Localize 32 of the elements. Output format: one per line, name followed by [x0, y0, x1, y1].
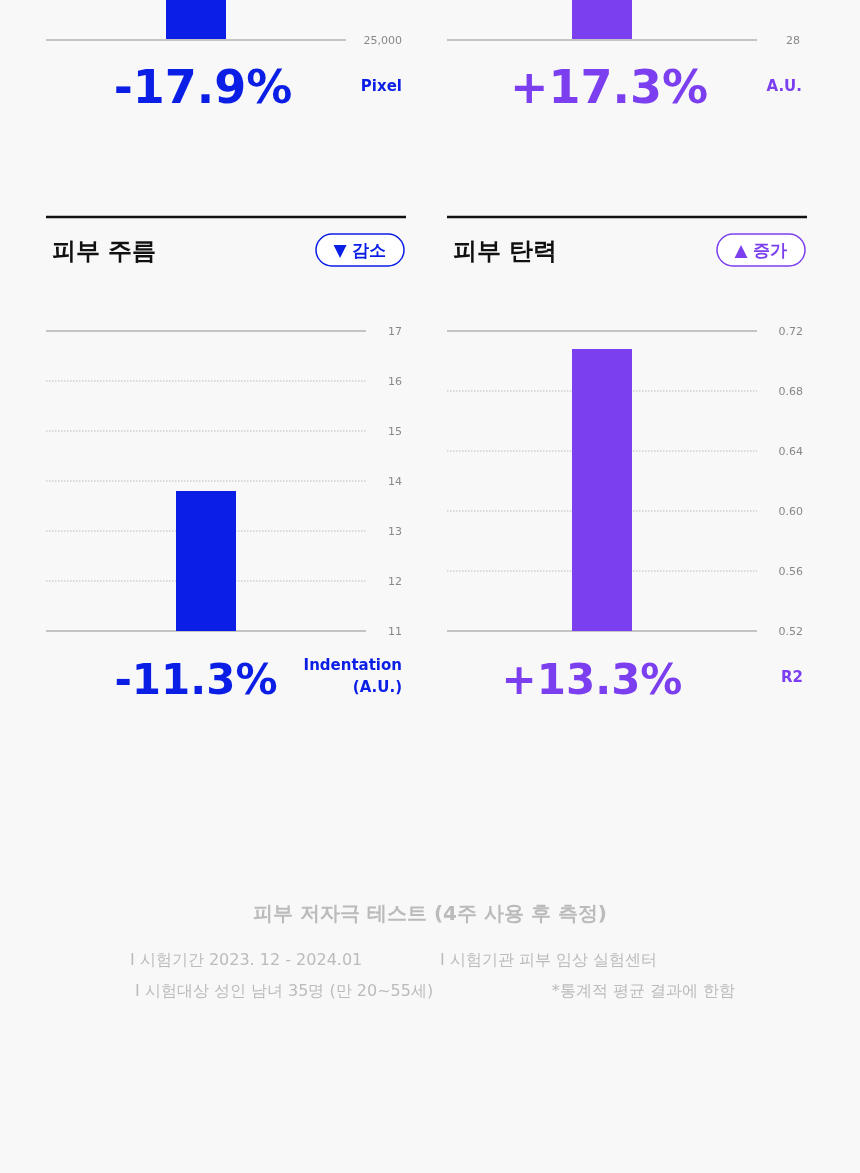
y-tick-label: 11 [388, 625, 402, 638]
y-tick-label: 0.64 [778, 445, 803, 458]
y-tick-label: 0.68 [778, 385, 803, 398]
chart-title: 피부 주름 [52, 237, 157, 265]
text: I 시험기관 피부 임상 실험센터 [440, 950, 658, 969]
text: I 시험대상 성인 남녀 35명 (만 20~55세) [135, 981, 434, 1000]
text: +17.3% [509, 60, 709, 114]
y-tick-label: 17 [388, 325, 402, 338]
y-tick-label: 0.60 [778, 505, 803, 518]
text: 피부 저자극 테스트 (4주 사용 후 측정) [253, 901, 607, 925]
text: I 시험기간 2023. 12 - 2024.01 [130, 950, 363, 969]
text: Indentation (A.U.) [303, 656, 402, 696]
text: Pixel [360, 77, 402, 95]
chart-title: 피부 탄력 [453, 237, 558, 265]
y-tick-label: 0.56 [778, 565, 803, 578]
text: +13.3% [501, 655, 683, 704]
text: -17.9% [113, 60, 293, 114]
text: A.U. [766, 77, 802, 95]
y-tick-label: 15 [388, 425, 402, 438]
text: -11.3% [114, 655, 278, 704]
y-tick-label: 0.52 [778, 625, 803, 638]
chart-subtitle: ▼ 감소 [333, 240, 387, 260]
text: 28 [786, 34, 800, 47]
chart-subtitle: ▲ 증가 [734, 240, 788, 260]
text: R2 [781, 668, 803, 686]
y-tick-label: 12 [388, 575, 402, 588]
y-tick-label: 14 [388, 475, 402, 488]
y-tick-label: 16 [388, 375, 402, 388]
text: *통계적 평균 결과에 한함 [551, 981, 735, 1000]
text: 25,000 [363, 34, 402, 47]
y-tick-label: 13 [388, 525, 402, 538]
y-tick-label: 0.72 [778, 325, 803, 338]
